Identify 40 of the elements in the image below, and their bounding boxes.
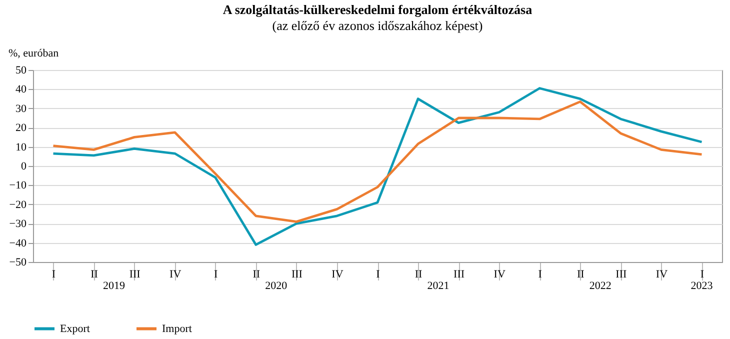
y-tick-label: 0 bbox=[21, 160, 27, 172]
y-tick-label: 10 bbox=[16, 141, 27, 154]
x-tick-label: I bbox=[376, 268, 380, 280]
x-tick-label: II bbox=[576, 268, 585, 280]
text: 2019 bbox=[103, 280, 126, 292]
x-tick-label: III bbox=[291, 268, 303, 280]
x-tick-label: I bbox=[52, 268, 56, 280]
x-tick-label: II bbox=[90, 268, 98, 280]
x-tick-label: II bbox=[252, 268, 260, 280]
x-tick-label: III bbox=[129, 268, 141, 280]
legend-label: Export bbox=[60, 322, 90, 335]
text: 2020 bbox=[265, 280, 288, 292]
y-tick-label: −40 bbox=[9, 237, 27, 250]
y-tick-label: −10 bbox=[9, 180, 27, 192]
x-tick-label: I bbox=[538, 268, 542, 280]
x-tick-label: IV bbox=[656, 268, 668, 280]
x-tick-label: III bbox=[616, 268, 628, 280]
x-tick-label: I bbox=[700, 268, 704, 280]
y-tick-label: −50 bbox=[9, 256, 27, 268]
chart-subtitle: (az előző év azonos időszakához képest) bbox=[272, 18, 483, 33]
y-axis-title: %, euróban bbox=[8, 48, 60, 60]
text: 2022 bbox=[589, 280, 612, 292]
legend-label: Import bbox=[162, 322, 192, 335]
y-tick-label: −20 bbox=[9, 198, 27, 211]
x-tick-label: I bbox=[214, 268, 218, 280]
line-series bbox=[52, 100, 703, 223]
x-tick-label: IV bbox=[494, 268, 506, 280]
chart-title: A szolgáltatás-külkereskedelmi forgalom értékváltozása bbox=[222, 2, 533, 17]
y-tick-label: 20 bbox=[16, 122, 27, 134]
y-tick-label: 50 bbox=[16, 64, 27, 76]
line-series bbox=[52, 87, 703, 246]
text: 2023 bbox=[690, 280, 714, 292]
x-tick-label: IV bbox=[332, 268, 344, 280]
x-tick-label: II bbox=[414, 268, 423, 280]
x-tick-label: IV bbox=[170, 268, 182, 280]
y-tick-label: −30 bbox=[9, 218, 27, 230]
y-tick-label: 40 bbox=[16, 84, 27, 96]
x-tick-label: III bbox=[454, 268, 465, 280]
y-tick-label: 30 bbox=[16, 102, 27, 115]
text: 2021 bbox=[427, 280, 450, 292]
